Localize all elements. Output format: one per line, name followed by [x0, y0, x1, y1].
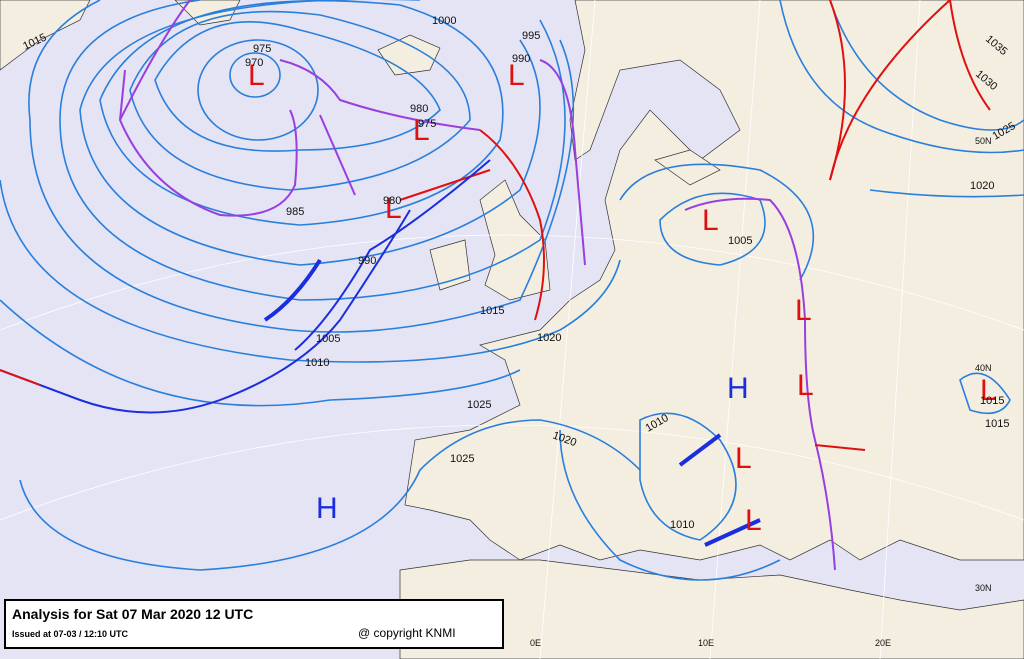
- isobar-label: 975: [253, 43, 271, 55]
- graticule-labels: 50N 40N 30N 0E 10E 20E: [530, 136, 992, 648]
- low: L: [745, 504, 762, 537]
- lat-label: 30N: [975, 583, 992, 593]
- isobar-label: 1005: [316, 333, 340, 345]
- isobar-label: 1005: [728, 235, 752, 247]
- isobar-label: 975: [418, 118, 436, 130]
- isobars: [0, 0, 1024, 581]
- low: L: [795, 294, 812, 327]
- isobar-label: 1010: [305, 357, 329, 369]
- low: L: [797, 369, 814, 402]
- low: L: [248, 59, 265, 92]
- low: L: [508, 59, 525, 92]
- isobar-label: 990: [512, 53, 530, 65]
- low: L: [702, 204, 719, 237]
- isobar-label: 1020: [537, 332, 561, 344]
- lon-label: 20E: [875, 638, 891, 648]
- low: L: [980, 374, 997, 407]
- isobar-label: 1015: [480, 305, 504, 317]
- isobar-label: 1020: [970, 180, 994, 192]
- isobar-label: 1015: [980, 395, 1004, 407]
- high: H: [727, 372, 749, 405]
- isobar-label: 985: [286, 206, 304, 218]
- high: H: [316, 492, 338, 525]
- isobar-label: 1015: [985, 418, 1009, 430]
- lat-label: 50N: [975, 136, 992, 146]
- low: L: [385, 192, 402, 225]
- isobar-label: 995: [522, 30, 540, 42]
- copyright: @ copyright KNMI: [358, 626, 456, 640]
- isobar-label: 990: [358, 255, 376, 267]
- issued: Issued at 07-03 / 12:10 UTC: [12, 629, 129, 639]
- isobar-label: 980: [383, 195, 401, 207]
- low: L: [735, 442, 752, 475]
- isobar-label: 980: [410, 103, 428, 115]
- isobar-label: 1000: [432, 15, 456, 27]
- fronts: [0, 0, 991, 571]
- map-title: Analysis for Sat 07 Mar 2020 12 UTC: [12, 606, 253, 622]
- lat-label: 40N: [975, 363, 992, 373]
- isobar-label: 1025: [450, 453, 474, 465]
- low: L: [413, 114, 430, 147]
- lon-label: 0E: [530, 638, 541, 648]
- isobar-label: 1010: [670, 519, 694, 531]
- isobar-label: 1025: [467, 399, 491, 411]
- caption-box: Analysis for Sat 07 Mar 2020 12 UTC Issu…: [4, 599, 504, 649]
- lon-label: 10E: [698, 638, 714, 648]
- isobar-label: 970: [245, 57, 263, 69]
- pressure-centres: L L L L L L L L L L H H: [248, 59, 997, 537]
